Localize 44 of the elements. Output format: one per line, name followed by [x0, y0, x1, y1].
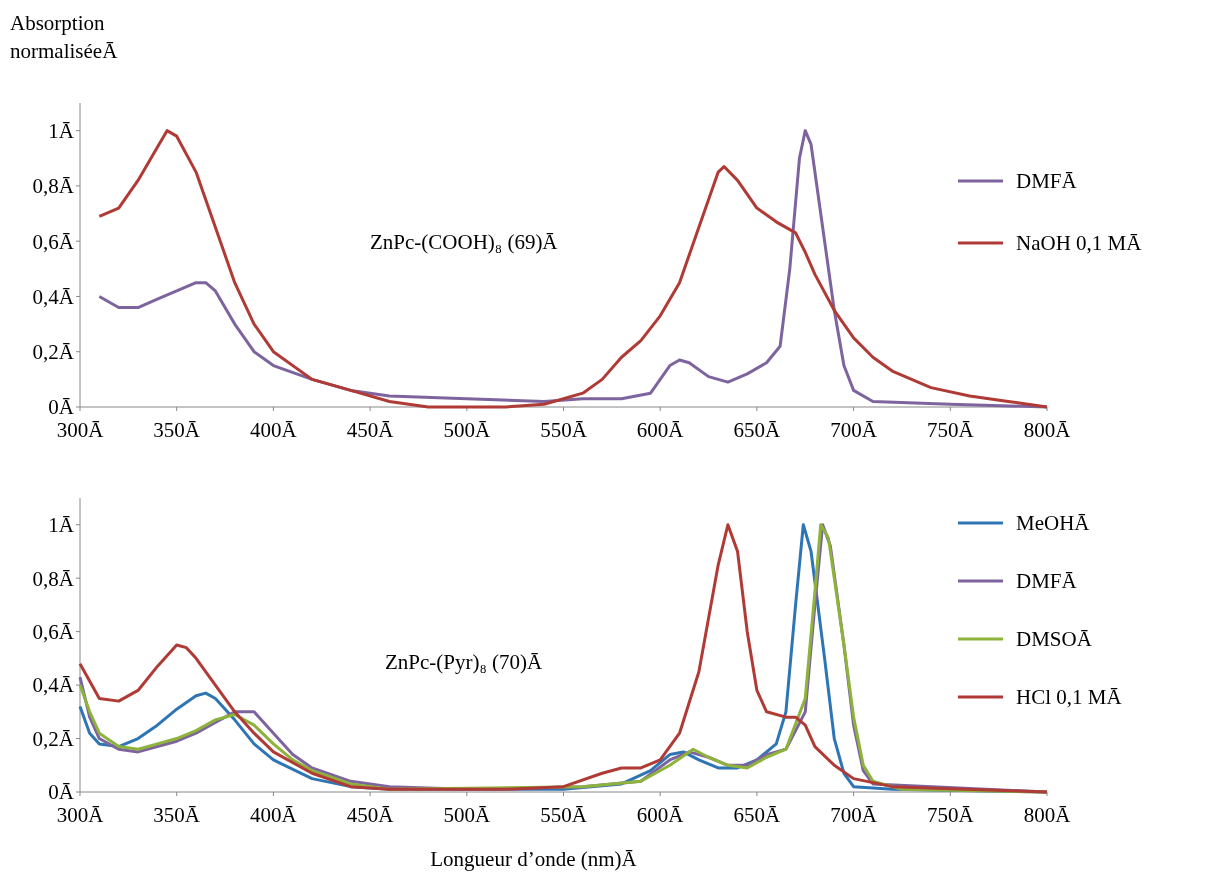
y-axis-title: Absorption normaliséeĀ [10, 11, 119, 63]
x-tick-label: 400Ā [250, 418, 298, 442]
legend-label: DMFĀ [1016, 569, 1078, 594]
x-tick-label: 300Ā [56, 418, 105, 442]
x-tick-label: 350Ā [153, 418, 201, 442]
x-tick-label: 750Ā [926, 803, 975, 827]
legend-label: DMSOĀ [1016, 627, 1093, 652]
x-tick-label: 600Ā [636, 418, 685, 442]
y-tick-label: 0Ā [48, 395, 75, 420]
x-tick-label: 450Ā [346, 803, 395, 827]
y-tick-label: 0,2Ā [32, 340, 75, 365]
y-tick-label: 0,4Ā [32, 673, 75, 698]
y-tick-label: 1Ā [48, 513, 75, 538]
y-tick-label: 0,2Ā [32, 726, 75, 751]
y-tick-label: 0,6Ā [32, 229, 75, 254]
x-tick-label: 700Ā [830, 418, 878, 442]
x-tick-label: 400Ā [250, 803, 298, 827]
x-tick-label: 650Ā [733, 418, 782, 442]
x-axis-title: Longueur d’onde (nm)Ā [430, 847, 638, 871]
x-tick-label: 500Ā [443, 803, 491, 827]
x-tick-label: 750Ā [926, 418, 975, 442]
legend-label: NaOH 0,1 MĀ [1016, 231, 1143, 256]
annotation: ZnPc-(Pyr)₈ (70)Ā [385, 649, 544, 674]
y-tick-label: 0,6Ā [32, 619, 75, 644]
x-tick-label: 800Ā [1023, 803, 1072, 827]
y-tick-label: 1Ā [48, 118, 75, 143]
legend-label: HCl 0,1 MĀ [1016, 685, 1123, 710]
x-tick-label: 300Ā [56, 803, 105, 827]
x-tick-label: 550Ā [540, 803, 588, 827]
x-tick-label: 800Ā [1023, 418, 1072, 442]
y-tick-label: 0Ā [48, 780, 75, 805]
x-tick-label: 650Ā [733, 803, 782, 827]
legend-label: MeOHĀ [1016, 511, 1091, 536]
y-tick-label: 0,8Ā [32, 566, 75, 591]
x-tick-label: 700Ā [830, 803, 878, 827]
y-tick-label: 0,4Ā [32, 284, 75, 309]
x-tick-label: 550Ā [540, 418, 588, 442]
annotation: ZnPc-(COOH)₈ (69)Ā [370, 229, 559, 254]
x-tick-label: 450Ā [346, 418, 395, 442]
x-tick-label: 350Ā [153, 803, 201, 827]
x-tick-label: 500Ā [443, 418, 491, 442]
y-tick-label: 0,8Ā [32, 174, 75, 199]
x-tick-label: 600Ā [636, 803, 685, 827]
legend-label: DMFĀ [1016, 169, 1078, 194]
